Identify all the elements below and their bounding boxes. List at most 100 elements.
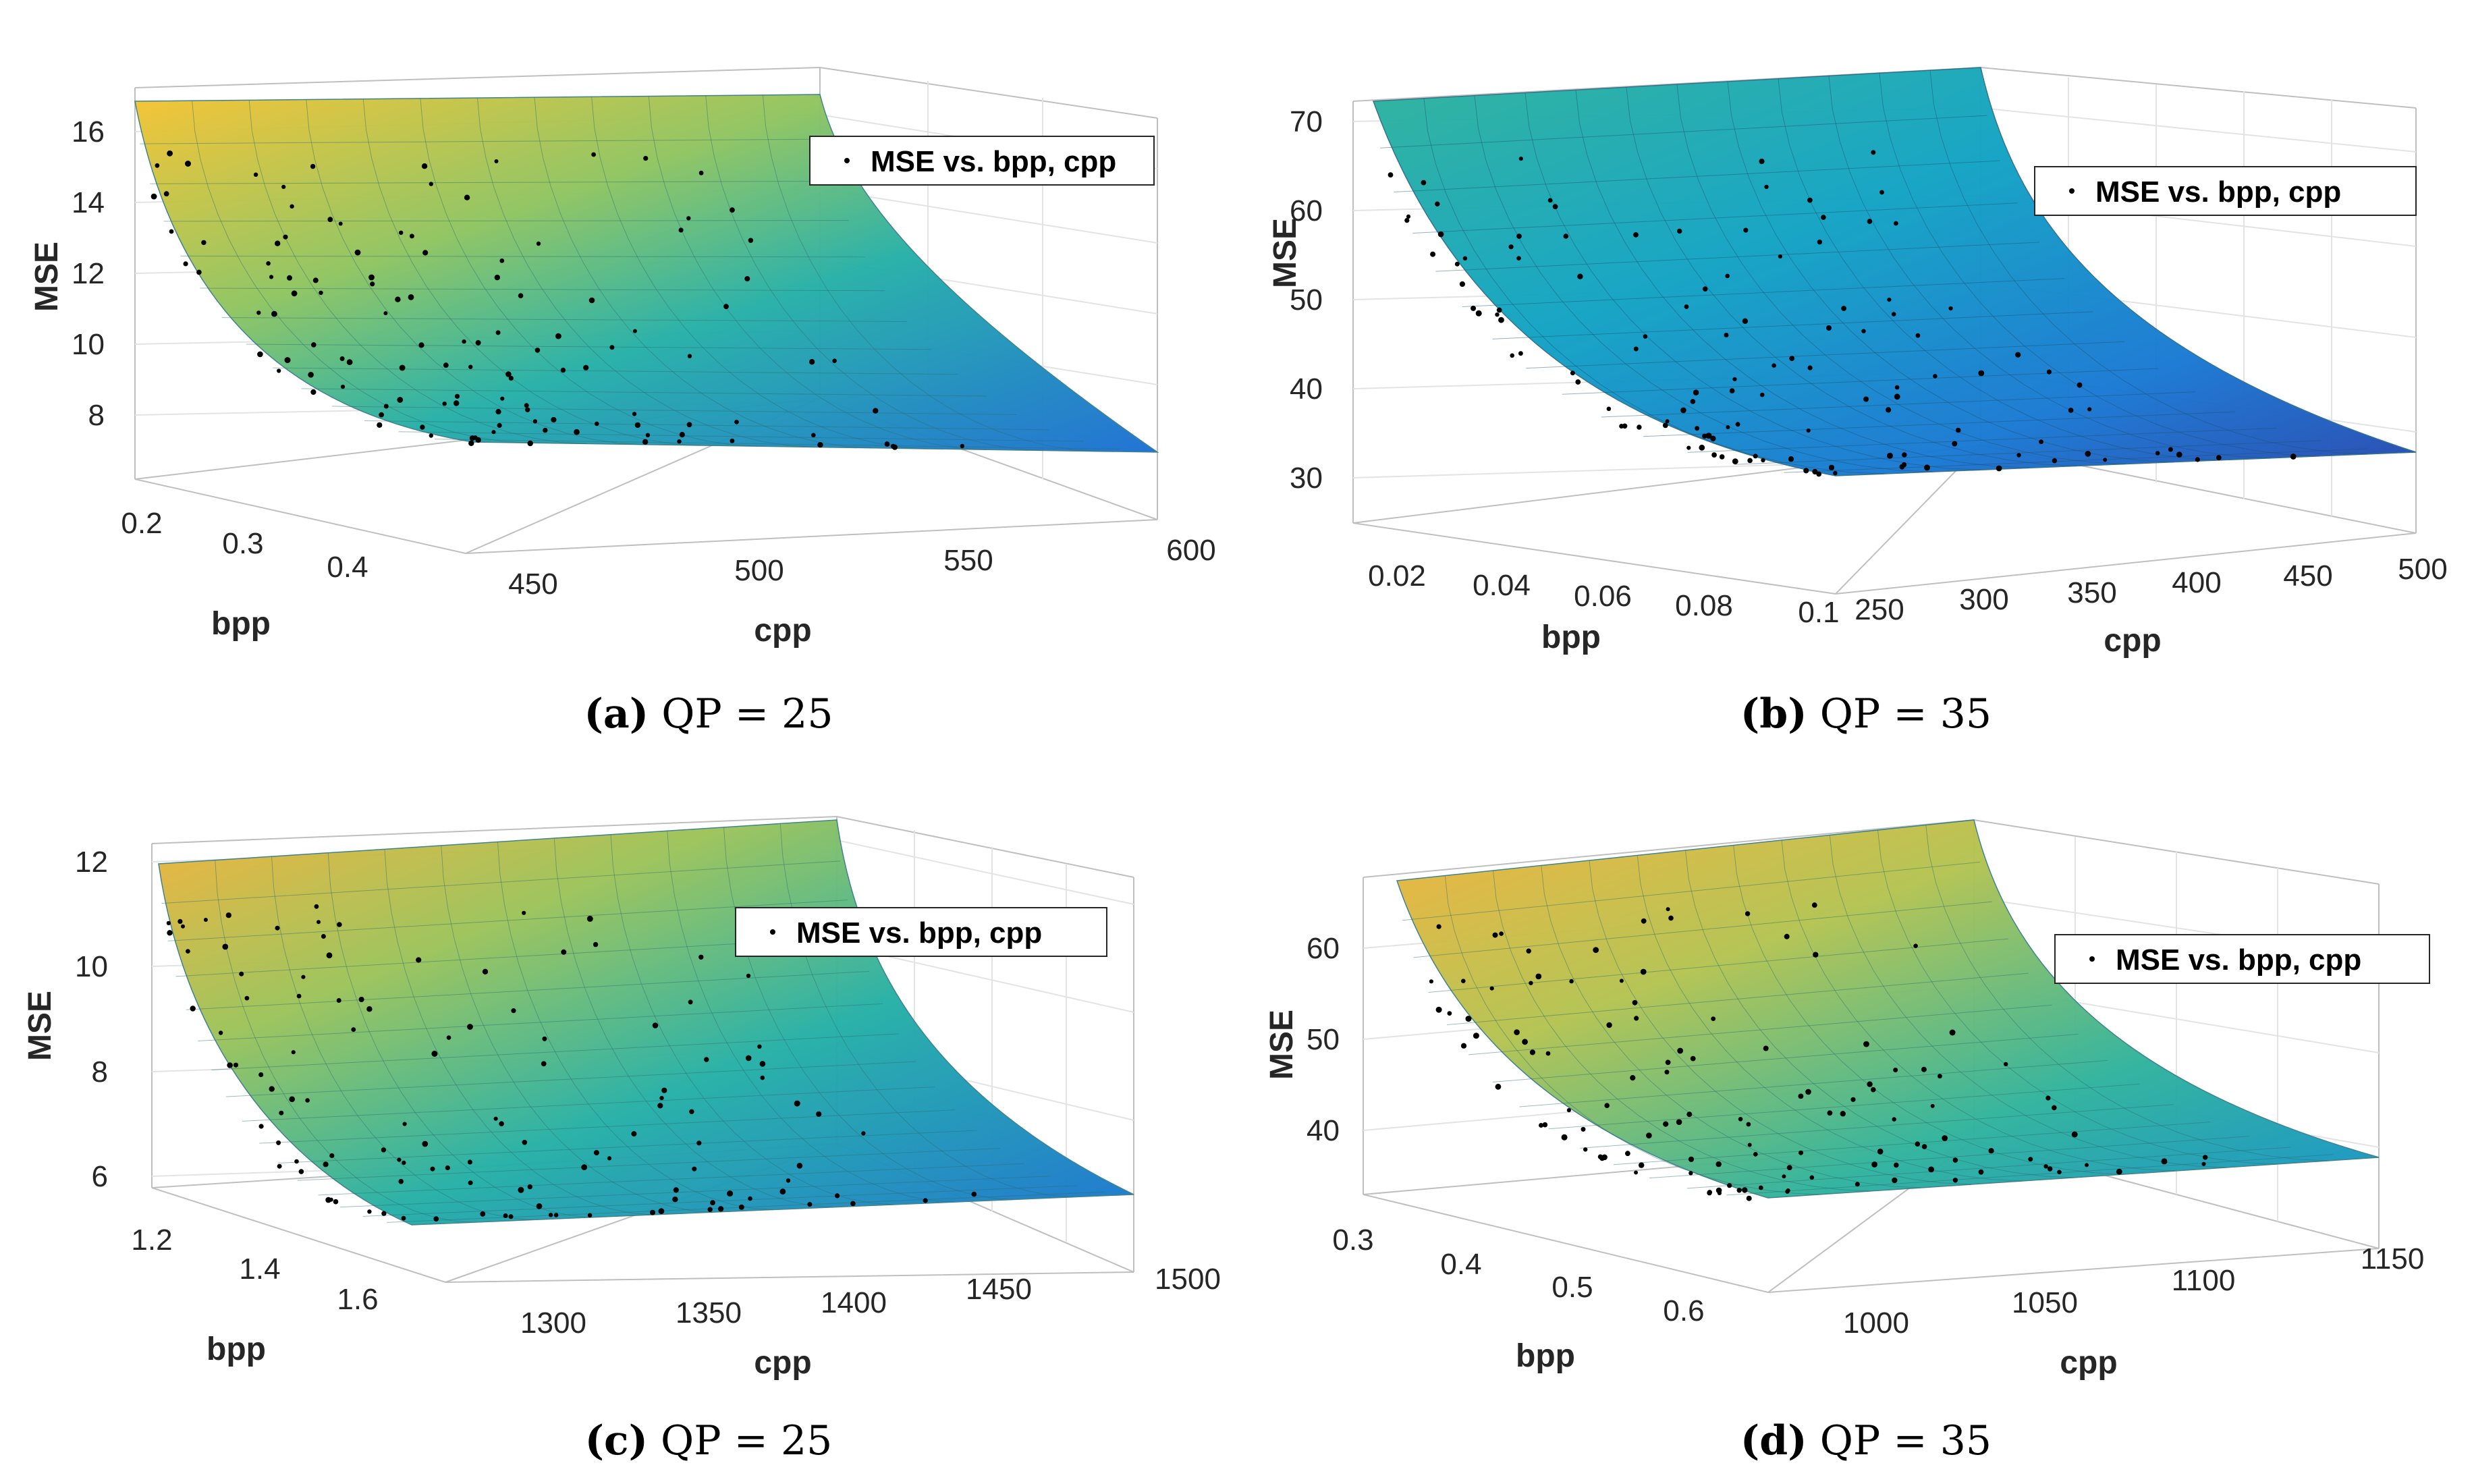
scatter-point: [1742, 318, 1749, 324]
scatter-point: [679, 432, 685, 438]
surface-mesh-d: [1402, 825, 2334, 1196]
scatter-point: [429, 182, 433, 186]
scatter-point: [1510, 353, 1514, 358]
surface-mesh-a: [140, 94, 1120, 452]
y-tick-c-2: 1.6: [337, 1283, 378, 1316]
scatter-point: [1601, 1154, 1608, 1161]
scatter-point: [1727, 1183, 1732, 1188]
scatter-point: [1753, 1152, 1758, 1157]
caption-text-a: QP = 25: [649, 690, 833, 738]
scatter-point: [532, 419, 538, 424]
scatter-point: [595, 421, 599, 427]
scatter-point: [1711, 1016, 1716, 1021]
x-axis-label-d: cpp: [2060, 1345, 2117, 1381]
scatter-point: [581, 1164, 588, 1170]
scatter-point: [1738, 1117, 1743, 1122]
scatter-point: [319, 290, 323, 295]
scatter-point: [201, 240, 207, 246]
scatter-point: [1577, 273, 1583, 279]
scatter-point: [185, 161, 191, 167]
scatter-point: [257, 351, 263, 358]
scatter-point: [1496, 307, 1502, 313]
scatter-points-b: [1388, 150, 2297, 477]
x-axis-d: 1000 1050 1100 1150: [1843, 1242, 2424, 1340]
scatter-point: [284, 357, 291, 364]
scatter-point: [1913, 943, 1918, 948]
scatter-point: [155, 163, 160, 168]
x-axis-label-b: cpp: [2104, 623, 2161, 659]
scatter-point: [370, 281, 375, 287]
scatter-point: [1447, 1011, 1452, 1016]
scatter-point: [1841, 306, 1847, 311]
caption-a: (a) QP = 25: [584, 690, 833, 738]
scatter-point: [499, 1121, 504, 1126]
scatter-point: [659, 1095, 664, 1101]
scatter-point: [269, 275, 274, 279]
scatter-point: [467, 1024, 473, 1030]
scatter-point: [1676, 1119, 1682, 1125]
x-tick-b-3: 400: [2172, 566, 2221, 599]
mesh-row-line: [140, 138, 825, 144]
legend-b: MSE vs. bpp, cpp: [2034, 166, 2417, 216]
mesh-col-line: [192, 101, 530, 443]
mesh-col-line: [248, 100, 587, 444]
scatter-point: [704, 1057, 709, 1062]
z-tick-a-16: 16: [72, 115, 105, 148]
mesh-col-line: [553, 838, 833, 1208]
scatter-point: [1988, 1148, 1994, 1154]
scatter-point: [2087, 407, 2092, 412]
scatter-point: [543, 427, 548, 433]
mesh-col-line: [420, 98, 758, 447]
scatter-point: [748, 1196, 752, 1201]
scatter-point: [1828, 464, 1835, 471]
scatter-point: [560, 367, 566, 373]
scatter-point: [1746, 1195, 1752, 1201]
mesh-col-line: [1541, 865, 1921, 1188]
fitted-surface-c: [158, 819, 1134, 1226]
scatter-point: [527, 1184, 532, 1190]
scatter-point: [431, 1050, 438, 1057]
caption-letter-c: (c): [585, 1417, 648, 1464]
scatter-point: [281, 184, 286, 189]
z-axis-c: 12 10 8 6: [75, 846, 108, 1193]
mesh-row-line: [1462, 278, 2065, 307]
z-tick-b-50: 50: [1290, 283, 1323, 317]
scatter-point: [710, 1200, 715, 1206]
scatter-point: [1894, 221, 1898, 226]
z-tick-a-10: 10: [72, 328, 105, 361]
scatter-point: [1437, 231, 1444, 238]
scatter-point: [1643, 334, 1648, 339]
scatter-point: [1725, 273, 1730, 279]
scatter-point: [518, 293, 524, 299]
scatter-point: [296, 993, 302, 999]
y-tick-b-2: 0.06: [1574, 580, 1632, 613]
mesh-col-line: [1626, 87, 2078, 466]
scatter-point: [2085, 451, 2091, 457]
scatter-point: [748, 238, 754, 243]
scatter-point: [508, 375, 514, 381]
scatter-point: [808, 359, 815, 365]
scatter-point: [276, 1140, 281, 1145]
x-tick-d-0: 1000: [1843, 1307, 1909, 1340]
scatter-point: [1732, 377, 1737, 382]
scatter-point: [884, 441, 890, 447]
scatter-point: [203, 918, 208, 922]
scatter-point: [1489, 986, 1494, 991]
scatter-point: [696, 1141, 702, 1146]
scatter-point: [786, 1178, 791, 1183]
scatter-point: [253, 172, 258, 177]
scatter-point: [305, 1098, 310, 1103]
mesh-row-line: [211, 1033, 899, 1070]
scatter-point: [686, 422, 692, 428]
mesh-row-line: [277, 1130, 977, 1163]
scatter-point: [738, 1204, 744, 1210]
x-axis-a: 450 500 550 600: [508, 534, 1215, 601]
scatter-point: [555, 333, 561, 339]
x-tick-c-2: 1400: [821, 1286, 887, 1319]
mesh-row-line: [1492, 1033, 2079, 1082]
scatter-point: [1764, 184, 1769, 190]
scatter-point: [225, 912, 231, 918]
scatter-point: [383, 311, 388, 316]
scatter-point: [1887, 298, 1892, 302]
scatter-point: [351, 1027, 356, 1032]
